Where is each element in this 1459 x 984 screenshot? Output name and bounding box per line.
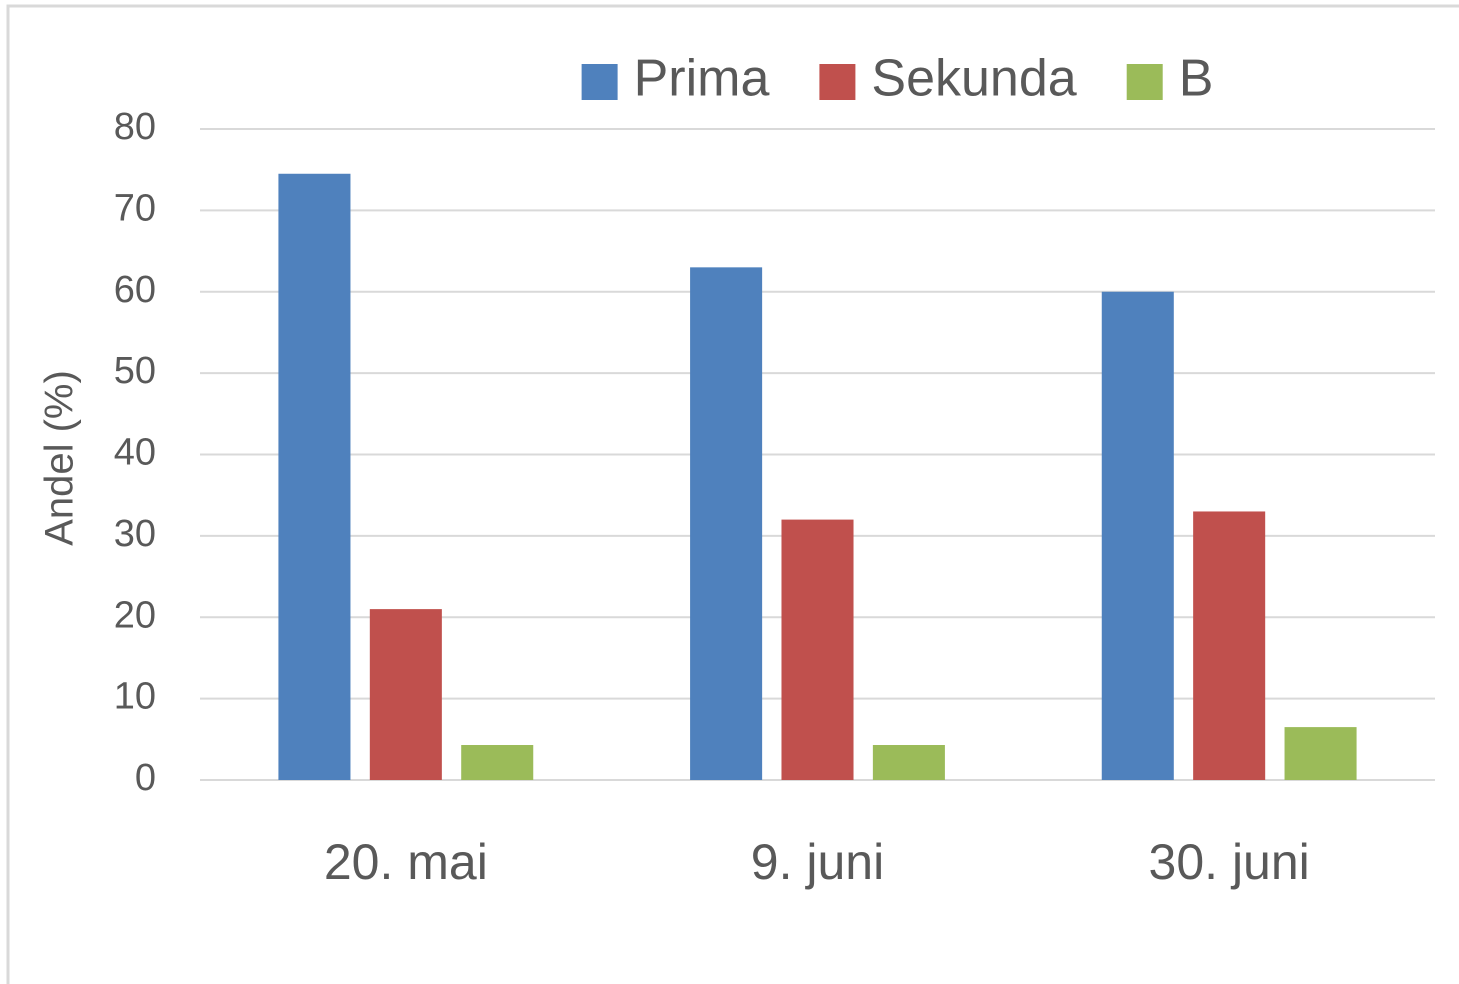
bar	[369, 609, 442, 780]
y-tick-label: 60	[114, 269, 156, 311]
bar	[1284, 727, 1357, 780]
y-tick-label: 70	[114, 187, 156, 229]
x-tick-label: 9. juni	[751, 834, 884, 890]
y-tick-label: 50	[114, 350, 156, 392]
x-tick-label: 20. mai	[324, 834, 488, 890]
legend-swatch	[1126, 64, 1163, 100]
legend-label: Sekunda	[871, 50, 1076, 108]
bar	[461, 745, 534, 780]
y-tick-label: 30	[114, 513, 156, 555]
x-tick-label: 30. juni	[1149, 834, 1310, 890]
bar	[1193, 511, 1266, 780]
y-tick-label: 0	[135, 757, 156, 799]
legend-swatch	[581, 64, 618, 100]
bar	[278, 173, 351, 781]
y-tick-label: 80	[114, 106, 156, 148]
y-tick-label: 10	[114, 676, 156, 718]
legend-swatch	[819, 64, 856, 100]
bar	[872, 745, 945, 780]
bar	[1101, 291, 1174, 780]
legend-label: Prima	[634, 50, 770, 108]
y-tick-label: 40	[114, 432, 156, 474]
bar	[690, 267, 763, 780]
bar	[781, 519, 854, 780]
y-axis-title: Andel (%)	[38, 370, 82, 546]
y-tick-label: 20	[114, 594, 156, 636]
legend-label: B	[1179, 50, 1214, 108]
